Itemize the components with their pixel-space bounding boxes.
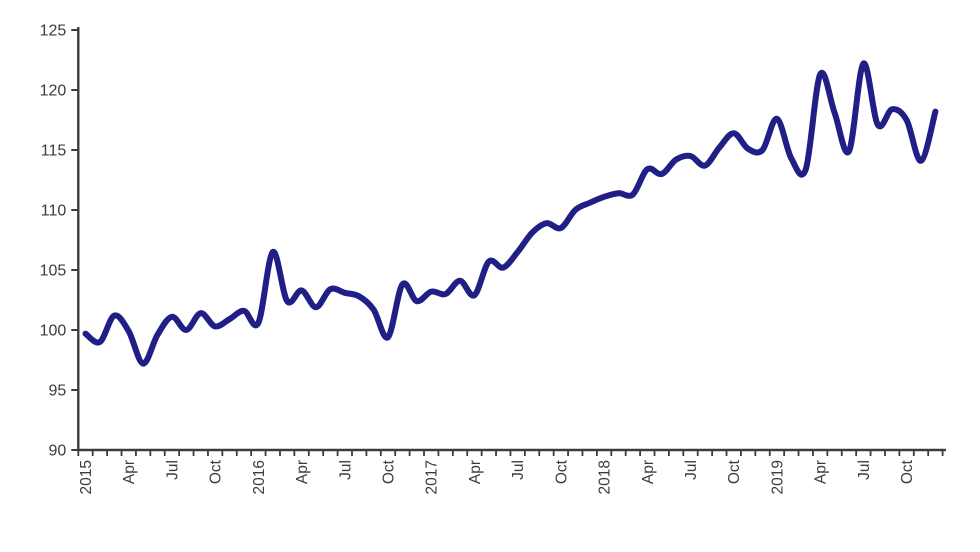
y-axis-tick-label: 115 bbox=[41, 143, 67, 160]
data-series-line bbox=[82, 60, 939, 367]
x-axis-tick-label: Oct bbox=[208, 459, 225, 484]
x-axis-tick-label: Apr bbox=[813, 460, 830, 484]
y-axis-tick-label: 90 bbox=[49, 443, 67, 460]
x-axis-tick-label: Apr bbox=[121, 460, 138, 484]
y-axis-tick-label: 100 bbox=[40, 323, 67, 340]
y-axis-tick-label: 95 bbox=[49, 383, 67, 400]
x-axis-tick-label: Oct bbox=[899, 459, 916, 484]
x-axis-tick-label: Jul bbox=[683, 460, 700, 480]
x-axis-tick-label: Oct bbox=[381, 459, 398, 484]
x-axis-tick-label: Oct bbox=[553, 459, 570, 484]
x-axis-tick-label: Apr bbox=[467, 460, 484, 484]
y-axis-tick-label: 125 bbox=[40, 23, 67, 40]
x-axis-tick-label: Jul bbox=[510, 460, 527, 480]
x-axis-tick-label: 2017 bbox=[424, 460, 441, 494]
x-axis-tick-label: Jul bbox=[856, 460, 873, 480]
x-axis-tick-label: 2015 bbox=[78, 460, 95, 494]
x-axis-tick-label: Jul bbox=[164, 460, 181, 480]
x-axis-tick-label: 2019 bbox=[769, 460, 786, 494]
x-axis-tick-label: 2016 bbox=[251, 460, 268, 494]
y-axis-tick-label: 120 bbox=[40, 83, 67, 100]
x-axis-tick-label: Jul bbox=[337, 460, 354, 480]
x-axis-tick-label: Apr bbox=[640, 460, 657, 484]
x-axis-tick-label: 2018 bbox=[597, 460, 614, 494]
y-axis-tick-label: 110 bbox=[41, 203, 67, 220]
x-axis-tick-label: Apr bbox=[294, 460, 311, 484]
y-axis-tick-label: 105 bbox=[40, 263, 67, 280]
x-axis-tick-label: Oct bbox=[726, 459, 743, 484]
